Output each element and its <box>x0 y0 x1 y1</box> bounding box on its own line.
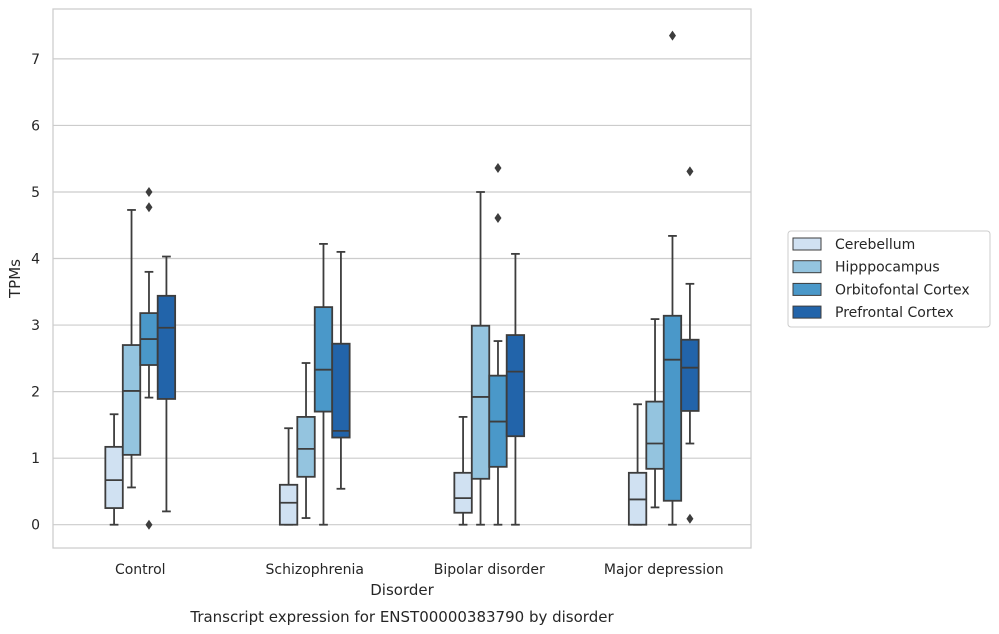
y-tick-label: 1 <box>31 451 40 467</box>
box-prefrontal-cortex <box>680 166 700 524</box>
x-tick-label: Schizophrenia <box>266 562 364 578</box>
box-prefrontal-cortex <box>156 255 177 513</box>
box-prefrontal-cortex <box>505 252 526 526</box>
iqr-box <box>470 324 491 480</box>
y-tick-label: 7 <box>31 52 40 68</box>
legend: Cerebellum Hipppocampus Orbitofontal Corte… <box>787 230 991 328</box>
box-hipppocampus <box>645 318 665 509</box>
chart-caption: Transcript expression for ENST0000038379… <box>189 608 614 626</box>
iqr-box <box>662 314 683 502</box>
y-tick-label: 3 <box>31 318 40 334</box>
legend-label: Orbitofontal Cortex <box>835 282 970 298</box>
y-tick-label: 5 <box>31 185 40 201</box>
y-tick-label: 6 <box>31 118 40 134</box>
box-hipppocampus <box>296 362 316 519</box>
legend-swatch <box>792 237 822 251</box>
iqr-box <box>156 294 177 400</box>
legend-swatch <box>792 260 822 274</box>
iqr-box <box>453 471 473 514</box>
iqr-box <box>121 344 142 456</box>
box-orbitofontal-cortex <box>139 186 159 530</box>
outlier-point <box>494 163 502 174</box>
iqr-box <box>331 342 351 439</box>
box-hipppocampus <box>121 209 142 489</box>
x-tick-label: Bipolar disorder <box>434 562 545 578</box>
legend-label: Cerebellum <box>835 237 915 253</box>
legend-frame <box>787 230 991 328</box>
outlier-point <box>686 513 694 524</box>
outlier-point <box>668 30 676 41</box>
x-tick-label: Control <box>115 562 166 578</box>
y-tick-labels: 0 1 2 3 4 5 6 7 <box>31 52 40 534</box>
outlier-point <box>145 202 153 213</box>
box-groups <box>104 30 700 530</box>
iqr-box <box>104 445 124 509</box>
box-cerebellum <box>278 427 299 526</box>
box-hipppocampus <box>470 191 491 526</box>
box-prefrontal-cortex <box>331 250 351 490</box>
outlier-point <box>494 212 502 223</box>
iqr-box <box>505 334 526 438</box>
outlier-point <box>686 166 694 177</box>
y-tick-label: 4 <box>31 252 40 268</box>
box-cerebellum <box>104 413 124 526</box>
outlier-point <box>145 519 153 530</box>
legend-label: Hipppocampus <box>835 260 940 276</box>
plot-frame <box>52 8 752 549</box>
x-axis-label: Disorder <box>370 581 434 599</box>
box-orbitofontal-cortex <box>662 30 683 526</box>
x-tick-label: Major depression <box>604 562 724 578</box>
y-axis-label: TPMs <box>6 259 24 299</box>
box-orbitofontal-cortex <box>313 242 334 526</box>
iqr-box <box>680 338 700 412</box>
x-tick-labels: Control Schizophrenia Bipolar disorder Majo… <box>115 562 724 578</box>
outlier-point <box>145 186 153 197</box>
iqr-box <box>645 400 665 470</box>
box-cerebellum <box>453 416 473 526</box>
legend-label: Prefrontal Cortex <box>835 305 954 321</box>
iqr-box <box>296 416 316 478</box>
box-cerebellum <box>627 403 648 526</box>
box-orbitofontal-cortex <box>488 163 508 526</box>
iqr-box <box>278 483 299 526</box>
legend-swatch <box>792 282 822 296</box>
y-tick-label: 2 <box>31 385 40 401</box>
y-tick-label: 0 <box>31 518 40 534</box>
iqr-box <box>313 306 334 413</box>
legend-swatch <box>792 305 822 319</box>
